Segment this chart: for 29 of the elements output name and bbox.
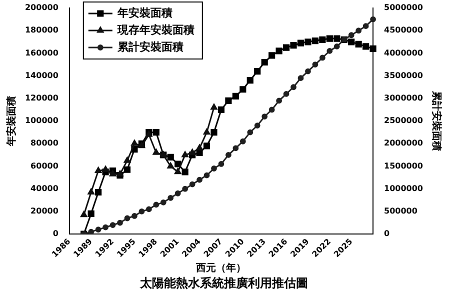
y2-tick-label: 2000000 bbox=[384, 138, 424, 148]
y2-tick-label: 3000000 bbox=[384, 94, 424, 103]
y2-tick-label: 4000000 bbox=[384, 48, 424, 58]
y-tick-label: 140000 bbox=[24, 70, 59, 80]
y-tick-label: 160000 bbox=[24, 48, 59, 58]
x-axis-title: 西元（年） bbox=[195, 262, 246, 274]
y-tick-label: 80000 bbox=[30, 138, 59, 148]
y2-tick-label: 4500000 bbox=[384, 26, 424, 35]
y-tick-label: 40000 bbox=[30, 184, 59, 193]
legend-label: 現存年安裝面積 bbox=[116, 23, 194, 36]
y2-tick-label: 2500000 bbox=[384, 116, 424, 126]
y2-tick-label: 1000000 bbox=[384, 184, 424, 193]
y2-tick-label: 0 bbox=[384, 229, 390, 238]
legend-label: 年安裝面積 bbox=[116, 6, 172, 20]
y2-tick-label: 1500000 bbox=[384, 161, 424, 170]
y-tick-label: 180000 bbox=[24, 26, 59, 35]
y2-tick-label: 3500000 bbox=[384, 70, 424, 80]
y-tick-label: 100000 bbox=[24, 116, 59, 126]
y2-tick-label: 5000000 bbox=[384, 3, 424, 12]
y-tick-label: 60000 bbox=[30, 161, 59, 170]
y-tick-label: 120000 bbox=[24, 94, 59, 103]
y-tick-label: 20000 bbox=[30, 206, 59, 216]
y2-tick-label: 500000 bbox=[384, 206, 418, 216]
y2-axis-title: 累計安裝面積 bbox=[430, 90, 442, 152]
legend-label: 累計安裝面積 bbox=[116, 40, 184, 54]
text: 太陽能熱水系統推廣利用推估圖 bbox=[139, 276, 308, 290]
y-tick-label: 200000 bbox=[24, 3, 59, 12]
y-tick-label: 0 bbox=[52, 229, 59, 238]
y-axis-title: 年安裝面積 bbox=[6, 96, 18, 148]
